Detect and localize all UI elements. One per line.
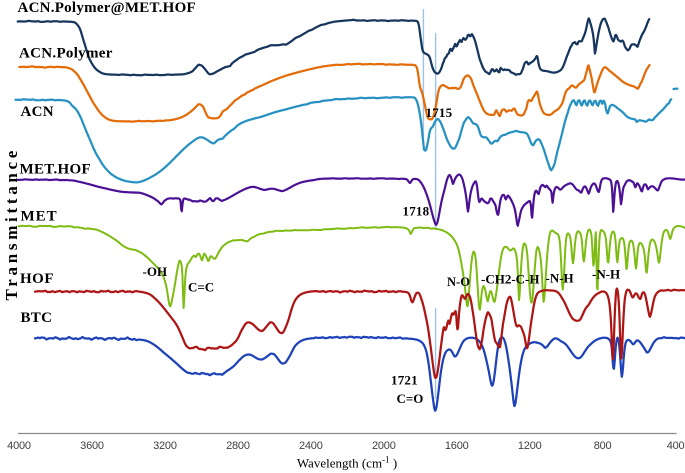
svg-text:HOF: HOF [20,271,54,287]
svg-text:1600: 1600 [445,440,469,452]
svg-text:2000: 2000 [372,440,396,452]
svg-text:ACN: ACN [21,104,54,120]
svg-text:1721: 1721 [391,373,418,388]
svg-text:ACN.Polymer: ACN.Polymer [19,46,113,62]
svg-text:BTC: BTC [21,310,53,326]
svg-text:MET.HOF: MET.HOF [20,162,91,178]
svg-text:3200: 3200 [153,440,177,452]
svg-text:-N-H: -N-H [592,267,620,282]
svg-text:Transmittance: Transmittance [2,147,21,301]
svg-text:4000: 4000 [7,440,31,452]
svg-text:-CH2-C-H: -CH2-C-H [481,272,540,287]
svg-text:-OH: -OH [143,264,168,279]
svg-text:800: 800 [594,440,612,452]
svg-text:N-O: N-O [447,275,470,289]
svg-text:1718: 1718 [403,204,430,219]
svg-text:C=C: C=C [188,280,214,295]
svg-text:1715: 1715 [426,105,453,120]
svg-text:1200: 1200 [518,440,542,452]
svg-text:2400: 2400 [299,440,323,452]
svg-text:3600: 3600 [80,440,104,452]
svg-text:Wavelength (cm-1 ): Wavelength (cm-1 ) [297,455,397,471]
svg-text:MET: MET [21,209,58,225]
svg-text:ACN.Polymer@MET.HOF: ACN.Polymer@MET.HOF [18,0,196,16]
svg-text:400: 400 [667,440,685,452]
svg-text:-N-H: -N-H [546,271,574,286]
svg-text:2800: 2800 [226,440,250,452]
svg-text:C=O: C=O [397,391,424,406]
